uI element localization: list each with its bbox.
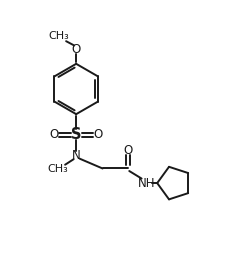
Text: CH₃: CH₃ (47, 164, 68, 174)
Text: CH₃: CH₃ (48, 31, 69, 41)
Text: O: O (123, 144, 132, 157)
Text: O: O (93, 128, 103, 141)
Text: NH: NH (137, 177, 155, 189)
Text: O: O (71, 43, 80, 56)
Text: S: S (71, 127, 81, 142)
Text: N: N (72, 149, 80, 162)
Text: O: O (49, 128, 58, 141)
